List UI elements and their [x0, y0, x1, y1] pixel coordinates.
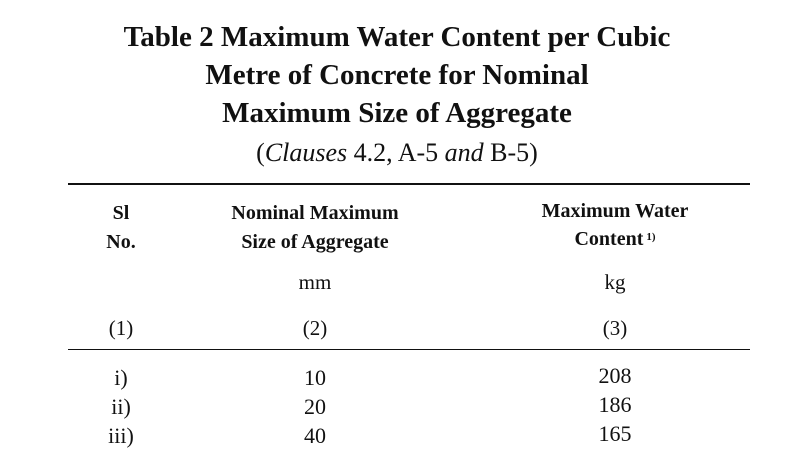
header-water-line-2: Content — [574, 228, 644, 250]
cell-water: 208 — [598, 363, 632, 388]
cell-size: 10 — [304, 365, 326, 390]
clauses-word: Clauses — [264, 138, 348, 167]
header-size-line-1: Nominal Maximum — [231, 202, 399, 224]
unit-size: mm — [298, 270, 332, 294]
unit-water: kg — [604, 270, 626, 294]
cell-size: 20 — [304, 394, 326, 419]
cell-water: 186 — [598, 392, 632, 417]
header-sl-line-2: No. — [106, 231, 136, 253]
header-sl-line-1: Sl — [112, 202, 130, 224]
header-size-line-2: Size of Aggregate — [241, 231, 389, 253]
table-top-rule — [68, 183, 750, 185]
column-number-3: (3) — [602, 316, 628, 340]
cell-sl: iii) — [108, 423, 134, 448]
table-header-rule — [68, 349, 750, 350]
cell-size: 40 — [304, 423, 326, 448]
cell-sl: ii) — [111, 394, 131, 419]
table-title-line-2: Metre of Concrete for Nominal — [205, 59, 589, 91]
column-number-1: (1) — [108, 316, 134, 340]
clauses-reference: (Clauses 4.2, A-5 and B-5) — [0, 138, 794, 168]
clauses-and: and — [444, 138, 484, 167]
clauses-ref-2: B-5) — [483, 138, 538, 167]
table-title-line-3: Maximum Size of Aggregate — [222, 97, 572, 129]
column-number-2: (2) — [302, 316, 328, 340]
cell-water: 165 — [598, 421, 632, 446]
footnote-marker: 1) — [646, 231, 656, 243]
table-title-line-1: Table 2 Maximum Water Content per Cubic — [123, 21, 671, 53]
header-water-line-2-wrap: Content 1) — [470, 227, 760, 251]
cell-sl: i) — [114, 365, 128, 390]
clauses-ref-1: 4.2, A-5 — [347, 138, 445, 167]
header-water-line-1: Maximum Water — [541, 200, 689, 222]
clauses-open: ( — [256, 138, 265, 167]
